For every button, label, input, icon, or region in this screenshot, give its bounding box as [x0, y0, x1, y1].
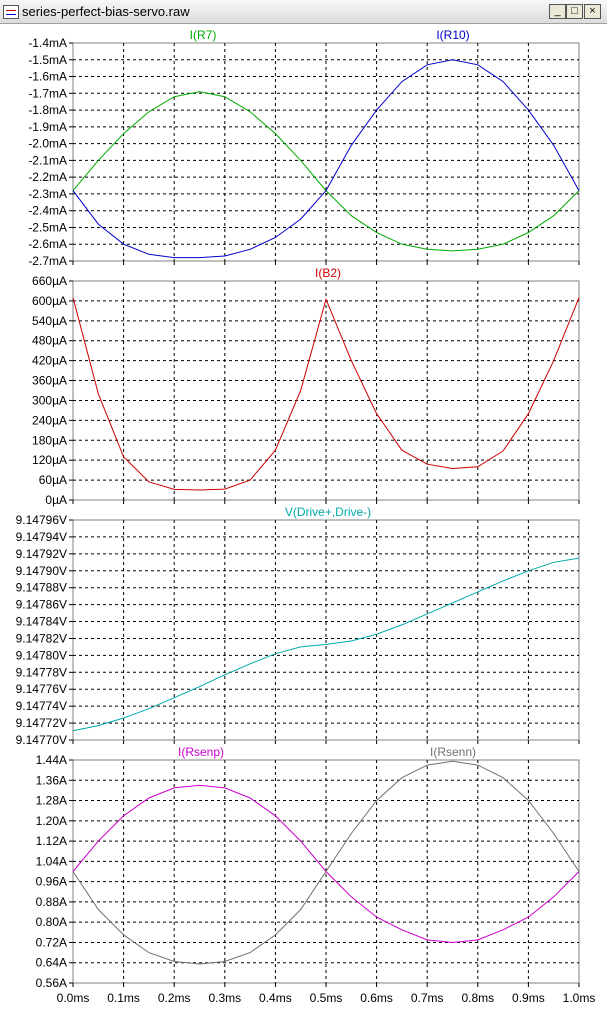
y-tick-label: 540µA	[32, 314, 67, 328]
close-button[interactable]: ×	[584, 4, 601, 19]
legend-label-v-drive-drive-[interactable]: V(Drive+,Drive-)	[285, 505, 371, 519]
y-tick-label: 300µA	[32, 393, 67, 407]
x-tick-label: 0.5ms	[310, 991, 343, 1005]
y-tick-label: -1.8mA	[28, 103, 67, 117]
y-tick-label: 420µA	[32, 354, 67, 368]
y-tick-label: 360µA	[32, 374, 67, 388]
y-tick-label: -2.5mA	[28, 220, 67, 234]
y-tick-label: 9.14786V	[16, 598, 67, 612]
y-tick-label: -1.6mA	[28, 70, 67, 84]
x-tick-label: 0.6ms	[360, 991, 393, 1005]
y-tick-label: 9.14780V	[16, 648, 67, 662]
legend-label-i-r7-[interactable]: I(R7)	[190, 28, 217, 42]
y-tick-label: 9.14770V	[16, 733, 67, 747]
y-tick-label: 0.64A	[36, 956, 67, 970]
y-tick-label: 1.36A	[36, 773, 67, 787]
y-tick-label: 180µA	[32, 433, 67, 447]
window-title: series-perfect-bias-servo.raw	[22, 4, 190, 19]
y-tick-label: 0.72A	[36, 935, 67, 949]
y-tick-label: 1.04A	[36, 854, 67, 868]
series-trace-i-r10-[interactable]	[72, 59, 580, 259]
y-tick-label: 0.88A	[36, 895, 67, 909]
y-tick-label: 9.14774V	[16, 699, 67, 713]
x-tick-label: 0.7ms	[411, 991, 444, 1005]
y-tick-label: -1.9mA	[28, 120, 67, 134]
series-trace-i-rsenn-[interactable]	[72, 760, 580, 965]
waveform-app-icon[interactable]	[3, 5, 19, 19]
y-tick-label: 9.14792V	[16, 547, 67, 561]
y-tick-label: 9.14776V	[16, 682, 67, 696]
y-tick-label: 480µA	[32, 334, 67, 348]
x-tick-label: 0.2ms	[158, 991, 191, 1005]
y-tick-label: -2.3mA	[28, 187, 67, 201]
series-trace-i-b2-[interactable]	[72, 297, 580, 491]
y-tick-label: 120µA	[32, 453, 67, 467]
y-tick-label: -2.1mA	[28, 153, 67, 167]
y-tick-label: -2.7mA	[28, 254, 67, 268]
minimize-button[interactable]: _	[549, 4, 566, 19]
y-tick-label: 1.44A	[36, 753, 67, 767]
y-tick-label: -2.2mA	[28, 170, 67, 184]
y-tick-label: 1.12A	[36, 834, 67, 848]
y-tick-label: 9.14788V	[16, 581, 67, 595]
y-tick-label: -1.5mA	[28, 53, 67, 67]
y-tick-label: 0µA	[45, 493, 67, 507]
y-tick-label: 0.56A	[36, 976, 67, 990]
y-tick-label: 240µA	[32, 413, 67, 427]
x-tick-label: 0.1ms	[107, 991, 140, 1005]
y-tick-label: 9.14794V	[16, 530, 67, 544]
y-tick-label: -1.7mA	[28, 86, 67, 100]
waveform-plots[interactable]: -1.4mA -1.5mA -1.6mA -1.7mA -1.8mA -1.9mA -2.0…	[0, 24, 607, 1014]
y-tick-label: 60µA	[39, 473, 67, 487]
x-tick-label: 0.9ms	[512, 991, 545, 1005]
legend-label-i-rsenp-[interactable]: I(Rsenp)	[178, 745, 224, 759]
y-tick-label: -2.6mA	[28, 237, 67, 251]
legend-label-i-rsenn-[interactable]: I(Rsenn)	[430, 745, 476, 759]
x-tick-label: 0.8ms	[461, 991, 494, 1005]
y-tick-label: 0.96A	[36, 875, 67, 889]
y-tick-label: 9.14772V	[16, 716, 67, 730]
x-tick-label: 1.0ms	[563, 991, 596, 1005]
x-tick-label: 0.0ms	[57, 991, 90, 1005]
legend-label-i-b2-[interactable]: I(B2)	[315, 266, 341, 280]
y-tick-label: 9.14782V	[16, 631, 67, 645]
y-tick-label: 9.14778V	[16, 665, 67, 679]
y-tick-label: 1.28A	[36, 794, 67, 808]
x-tick-label: 0.4ms	[259, 991, 292, 1005]
y-tick-label: -2.4mA	[28, 204, 67, 218]
maximize-button[interactable]: □	[566, 4, 583, 19]
y-tick-label: 9.14790V	[16, 564, 67, 578]
y-tick-label: 0.80A	[36, 915, 67, 929]
waveform-viewer[interactable]: -1.4mA -1.5mA -1.6mA -1.7mA -1.8mA -1.9mA -2.0…	[0, 24, 607, 1014]
y-tick-label: 9.14796V	[16, 513, 67, 527]
y-tick-label: 9.14784V	[16, 615, 67, 629]
y-tick-label: 600µA	[32, 294, 67, 308]
y-tick-label: 1.20A	[36, 814, 67, 828]
y-tick-label: 660µA	[32, 274, 67, 288]
title-bar: series-perfect-bias-servo.raw _ □ ×	[0, 0, 607, 24]
y-tick-label: -1.4mA	[28, 36, 67, 50]
series-trace-v-drive-drive-[interactable]	[72, 557, 580, 732]
x-tick-label: 0.3ms	[208, 991, 241, 1005]
y-tick-label: -2.0mA	[28, 137, 67, 151]
legend-label-i-r10-[interactable]: I(R10)	[436, 28, 469, 42]
